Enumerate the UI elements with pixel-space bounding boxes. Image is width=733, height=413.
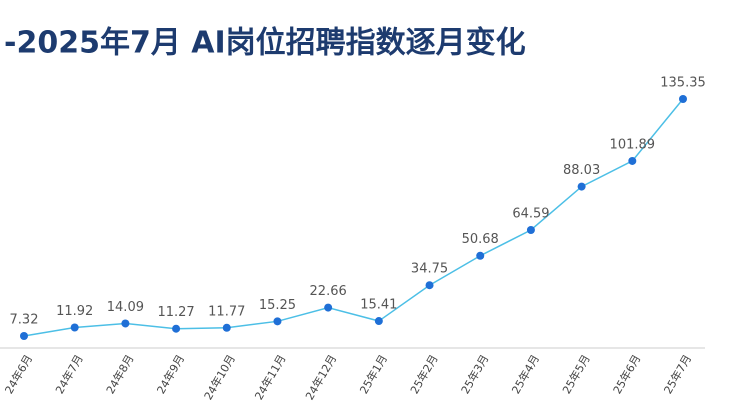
value-label: 11.27 [157, 305, 194, 320]
marker [679, 95, 687, 103]
value-label: 34.75 [411, 262, 448, 277]
marker [20, 332, 28, 340]
value-label: 88.03 [563, 163, 600, 178]
value-label: 101.89 [610, 137, 656, 152]
marker [70, 323, 79, 332]
value-label: 7.32 [10, 313, 39, 328]
line [23, 98, 684, 337]
marker [425, 281, 434, 290]
value-label: 14.09 [107, 300, 144, 315]
marker [476, 251, 485, 260]
value-label: 135.35 [660, 76, 706, 91]
value-label: 11.92 [56, 304, 93, 319]
value-label: 50.68 [462, 232, 499, 247]
marker [628, 156, 637, 165]
marker [121, 319, 130, 328]
marker [577, 182, 586, 191]
marker [273, 317, 282, 326]
chart-title: -2025年7月 AI岗位招聘指数逐月变化 [4, 26, 526, 61]
value-label: 15.25 [259, 298, 296, 313]
marker [526, 225, 535, 234]
marker [324, 303, 333, 312]
value-label: 11.77 [208, 304, 245, 319]
value-label: 64.59 [512, 206, 549, 221]
marker [222, 323, 231, 332]
marker [374, 317, 383, 326]
value-label: 15.41 [360, 298, 397, 313]
marker [172, 324, 181, 333]
value-label: 22.66 [310, 284, 347, 299]
